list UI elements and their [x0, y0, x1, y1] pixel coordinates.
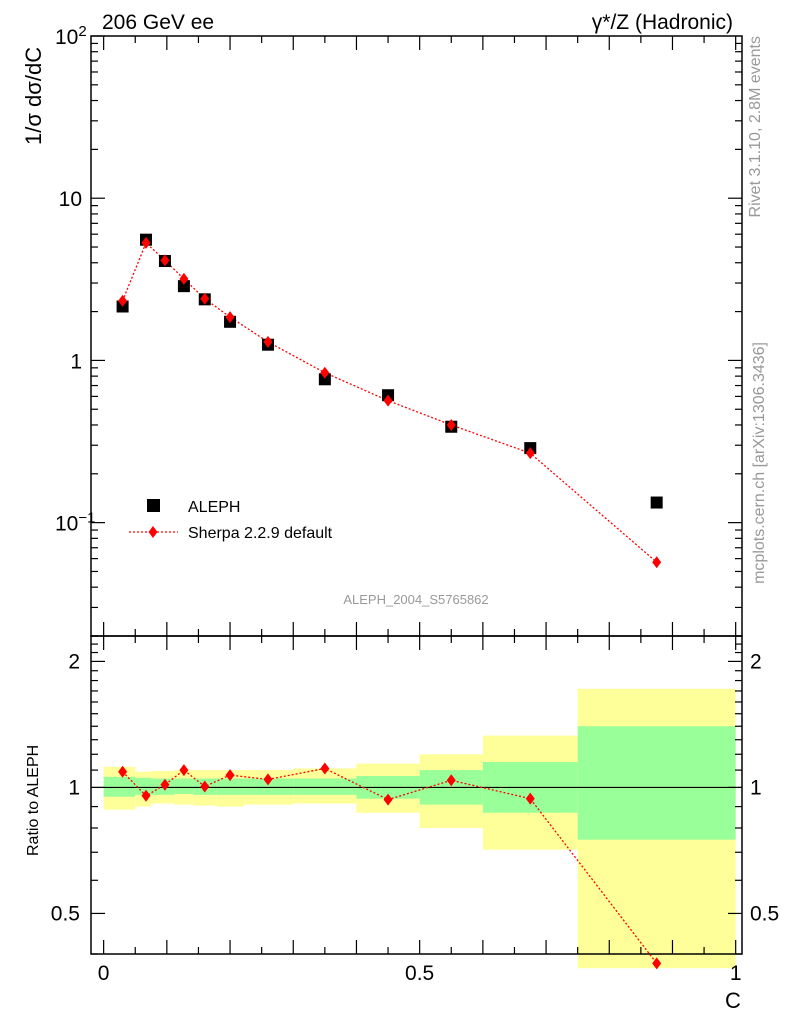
ratio-point-11: [652, 957, 662, 970]
aleph-point-3: [177, 280, 190, 293]
sherpa-point-8: [383, 394, 393, 407]
ratio-point-3: [179, 764, 189, 777]
aleph-point-11: [650, 496, 663, 509]
ratio-point-5: [225, 769, 235, 782]
ratio-ytick-label-left-2: 0.5: [51, 902, 80, 925]
legend-label-aleph: ALEPH: [188, 499, 240, 516]
ratio-point-9: [446, 774, 456, 787]
ratio-point-10: [525, 792, 535, 805]
main-ytick-label-3: 10−1: [55, 510, 95, 536]
main-y-axis-label: 1/σ dσ/dC: [21, 47, 46, 145]
x-axis-label: C: [725, 988, 741, 1013]
ratio-ytick-label-right-2: 0.5: [750, 902, 779, 925]
ratio-point-8: [383, 793, 393, 806]
ratio-point-4: [200, 780, 210, 793]
sherpa-point-6: [263, 335, 273, 348]
band-inner-6: [243, 778, 294, 795]
legend-label-sherpa: Sherpa 2.2.9 default: [188, 525, 333, 542]
header-left-title: 206 GeV ee: [102, 11, 214, 34]
band-inner-0: [103, 776, 136, 797]
ratio-uncertainty-bands: [103, 688, 736, 969]
band-inner-5: [216, 778, 244, 795]
plot-frames: [90, 35, 743, 955]
band-inner-3: [174, 778, 194, 794]
axis-ticks: [91, 35, 742, 955]
band-inner-7: [293, 778, 357, 795]
ratio-point-0: [118, 765, 128, 778]
ratio-plot-marks: [118, 762, 662, 970]
aleph-point-7: [318, 373, 331, 386]
sherpa-point-1: [141, 236, 151, 249]
main-frame: [90, 35, 743, 637]
sherpa-point-5: [225, 311, 235, 324]
main-plot-marks: [116, 233, 663, 569]
ratio-frame: [90, 635, 743, 955]
header-right-title: γ*/Z (Hadronic): [592, 11, 733, 34]
ratio-ytick-label-left-1: 1: [68, 776, 80, 799]
ratio-point-2: [160, 778, 170, 791]
legend: ALEPH Sherpa 2.2.9 default: [129, 499, 333, 542]
ratio-ytick-label-left-0: 2: [68, 650, 80, 673]
legend-marker-sherpa: [148, 526, 158, 538]
ratio-ytick-label-right-1: 1: [750, 776, 762, 799]
analysis-watermark: ALEPH_2004_S5765862: [343, 592, 488, 607]
main-ytick-label-0: 102: [55, 23, 87, 49]
xtick-label-0: 0: [98, 962, 110, 985]
main-ytick-label-1: 10: [59, 188, 82, 211]
sherpa-line: [121, 241, 658, 563]
ratio-point-6: [263, 773, 273, 786]
ratio-line: [122, 767, 658, 964]
ratio-point-1: [141, 789, 151, 802]
band-inner-11: [577, 726, 736, 840]
sherpa-point-7: [320, 366, 330, 379]
band-inner-1: [135, 777, 152, 795]
ratio-point-7: [320, 762, 330, 775]
axis-tick-labels: 102 10 1 10−1 2 2 1 1 0.5 0.5 0 0.5 1: [51, 23, 779, 985]
main-ytick-label-2: 1: [70, 350, 82, 373]
legend-marker-aleph: [147, 499, 160, 512]
sherpa-point-3: [179, 272, 189, 285]
sherpa-point-9: [446, 418, 456, 431]
ratio-y-axis-label: Ratio to ALEPH: [25, 745, 42, 856]
sherpa-point-10: [525, 447, 535, 460]
sherpa-point-0: [118, 294, 128, 307]
xtick-label-1: 0.5: [405, 962, 434, 985]
sherpa-point-2: [160, 254, 170, 267]
sherpa-point-11: [652, 556, 662, 569]
sherpa-point-4: [200, 292, 210, 305]
xtick-label-2: 1: [730, 962, 742, 985]
side-label-bottom: mcplots.cern.ch [arXiv:1306.3436]: [751, 342, 768, 584]
ratio-ytick-label-right-0: 2: [750, 650, 762, 673]
side-label-top: Rivet 3.1.10, 2.8M events: [747, 36, 764, 217]
